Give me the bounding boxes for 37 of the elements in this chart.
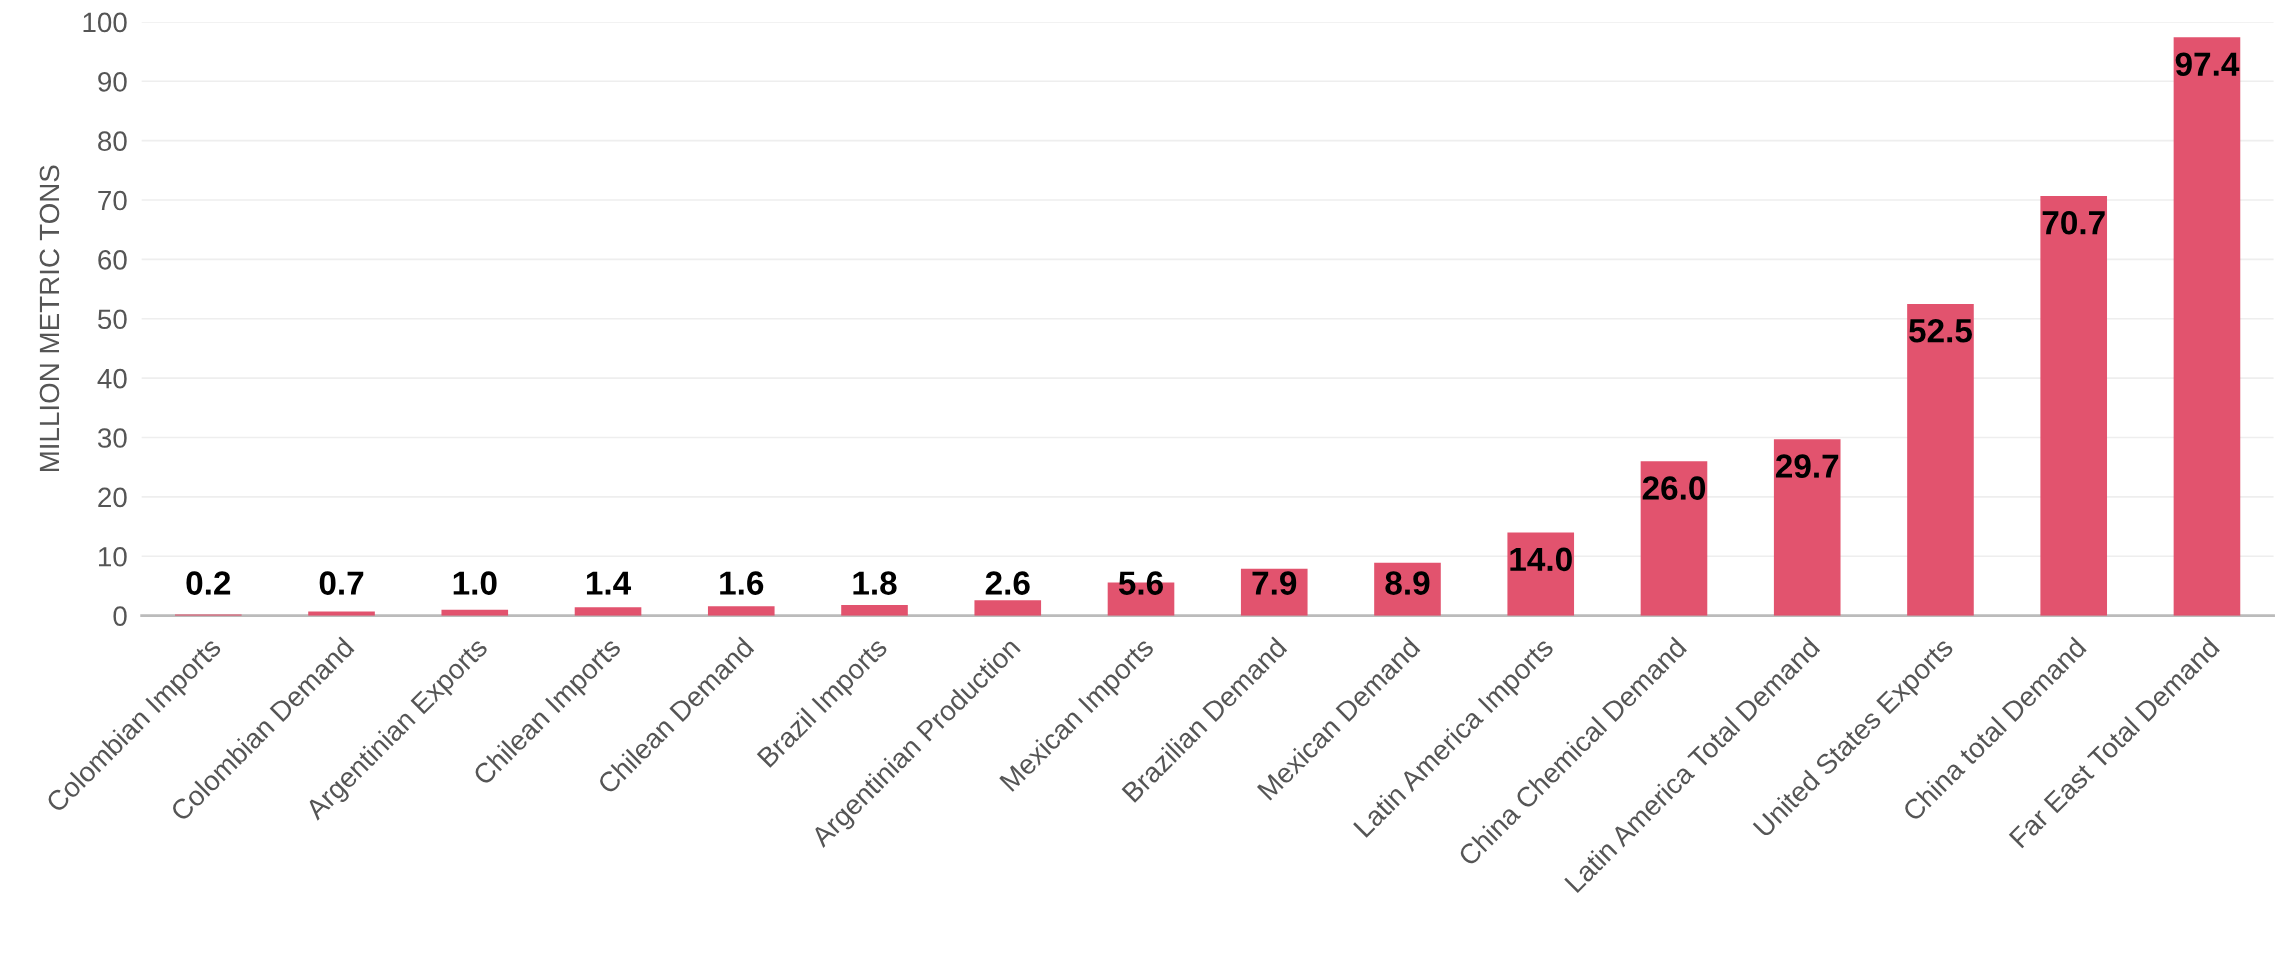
y-tick-label: 50 — [98, 309, 127, 330]
bar — [574, 607, 642, 616]
y-tick-label: 60 — [98, 250, 127, 270]
data-label: 26.0 — [1642, 476, 1706, 500]
data-label: 1.6 — [720, 571, 764, 595]
y-tick-label: 80 — [98, 131, 127, 151]
y-tick-label: 40 — [97, 368, 127, 389]
data-label: 52.5 — [1909, 318, 1972, 343]
data-label: 70.7 — [2042, 210, 2105, 235]
y-tick-label: 90 — [98, 71, 127, 92]
y-tick-label: 10 — [99, 546, 127, 567]
y-axis-title: MILLION METRIC TONS — [39, 165, 60, 472]
bar — [308, 611, 375, 616]
data-label: 29.7 — [1775, 454, 1839, 478]
data-label: 7.9 — [1252, 571, 1297, 595]
bar — [974, 600, 1042, 616]
data-label: 14.0 — [1510, 547, 1572, 572]
data-label: 1.0 — [453, 571, 497, 595]
data-label: 0.7 — [319, 571, 364, 595]
bar — [1773, 439, 1841, 616]
bar — [2040, 195, 2108, 616]
data-label: 8.9 — [1385, 571, 1430, 595]
data-label: 0.2 — [186, 571, 231, 595]
data-label: 2.6 — [985, 571, 1030, 595]
bar — [1907, 303, 1974, 616]
data-label: 1.8 — [853, 571, 897, 595]
bar — [707, 606, 775, 616]
data-label: 97.4 — [2175, 52, 2240, 76]
bar — [841, 604, 908, 616]
y-tick-label: 20 — [98, 487, 127, 508]
bar — [1640, 461, 1708, 616]
y-tick-label: 70 — [98, 190, 127, 211]
bar — [2173, 37, 2241, 616]
y-tick-label: 0 — [113, 606, 127, 626]
data-label: 1.4 — [586, 571, 632, 595]
y-tick-label: 30 — [97, 428, 127, 448]
y-tick-label: 100 — [83, 12, 127, 33]
